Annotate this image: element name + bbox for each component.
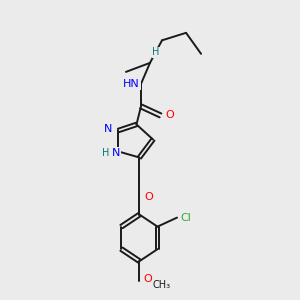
- Text: H: H: [152, 47, 160, 57]
- Text: N: N: [104, 124, 112, 134]
- Text: O: O: [165, 110, 174, 120]
- Text: O: O: [143, 274, 152, 284]
- Text: H: H: [102, 148, 110, 158]
- Text: HN: HN: [123, 79, 140, 89]
- Text: O: O: [144, 192, 153, 202]
- Text: Cl: Cl: [181, 213, 191, 223]
- Text: N: N: [112, 148, 120, 158]
- Text: CH₃: CH₃: [153, 280, 171, 290]
